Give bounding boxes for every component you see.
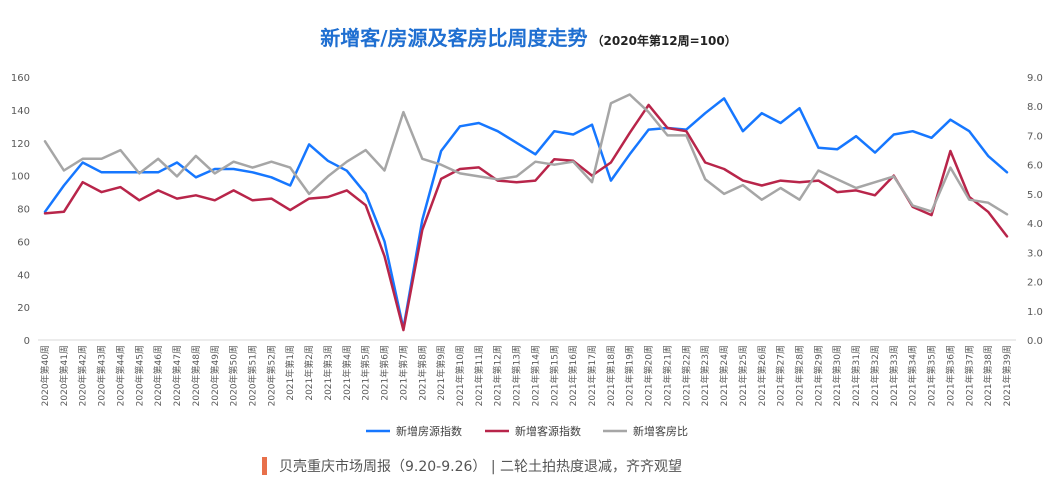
x-tick-label: 2020年第49周: [209, 345, 221, 406]
x-tick-label: 2021年第33周: [888, 345, 900, 406]
x-tick-label: 2021年第30周: [831, 345, 843, 406]
x-tick-label: 2020年第44周: [114, 345, 126, 406]
x-tick-label: 2021年第5周: [360, 345, 372, 401]
x-tick-label: 2021年第18周: [605, 345, 617, 406]
x-tick-label: 2021年第12周: [492, 345, 504, 406]
x-tick-label: 2021年第36周: [944, 345, 956, 406]
footer-text: 贝壳重庆市场周报（9.20-9.26） | 二轮土拍热度退减，齐齐观望: [279, 459, 683, 475]
main-title: 新增客/房源及客房比周度走势: [320, 26, 588, 50]
left-y-tick-label: 140: [11, 106, 30, 117]
right-y-tick-label: 7.0: [1027, 131, 1043, 142]
x-tick-label: 2021年第16周: [567, 345, 579, 406]
x-tick-label: 2020年第46周: [152, 345, 164, 406]
x-tick-label: 2021年第29周: [812, 345, 824, 406]
x-tick-label: 2021年第8周: [416, 345, 428, 401]
right-y-tick-label: 9.0: [1027, 73, 1043, 84]
series-lines: [43, 93, 1009, 332]
right-y-tick-label: 0.0: [1027, 336, 1043, 347]
x-tick-label: 2020年第40周: [39, 345, 51, 406]
left-y-tick-label: 40: [17, 270, 30, 281]
x-tick-label: 2020年第41周: [58, 345, 70, 406]
series-line-3: [43, 93, 1009, 216]
x-tick-label: 2021年第28周: [794, 345, 806, 406]
left-y-tick-label: 20: [17, 303, 30, 314]
x-tick-label: 2021年第17周: [586, 345, 598, 406]
x-tick-label: 2021年第6周: [379, 345, 391, 401]
left-y-tick-label: 60: [17, 237, 30, 248]
right-y-tick-label: 8.0: [1027, 102, 1043, 113]
x-tick-label: 2021年第38周: [982, 345, 994, 406]
right-y-tick-label: 4.0: [1027, 219, 1043, 230]
left-y-tick-label: 0: [24, 336, 30, 347]
x-tick-label: 2020年第52周: [265, 345, 277, 406]
footer-accent-bar: [262, 457, 267, 475]
footer: 贝壳重庆市场周报（9.20-9.26） | 二轮土拍热度退减，齐齐观望: [262, 454, 682, 478]
left-axis: 0 20 40 60 80 100 120 140 160: [11, 73, 30, 347]
x-tick-label: 2021年第7周: [397, 345, 409, 401]
right-y-tick-label: 5.0: [1027, 190, 1043, 201]
x-tick-label: 2021年第20周: [643, 345, 655, 406]
x-tick-label: 2021年第10周: [454, 345, 466, 406]
x-tick-label: 2021年第22周: [680, 345, 692, 406]
left-y-tick-label: 80: [17, 205, 30, 216]
left-y-tick-label: 100: [11, 172, 30, 183]
x-tick-label: 2020年第43周: [96, 345, 108, 406]
legend-label: 新增房源指数: [396, 424, 462, 438]
x-tick-label: 2021年第25周: [737, 345, 749, 406]
x-tick-label: 2021年第23周: [699, 345, 711, 406]
series-line-1: [43, 97, 1009, 330]
x-tick-label: 2021年第27周: [775, 345, 787, 406]
legend-label: 新增客房比: [633, 424, 688, 438]
x-tick-label: 2021年第35周: [926, 345, 938, 406]
right-y-tick-label: 3.0: [1027, 248, 1043, 259]
x-tick-label: 2021年第3周: [322, 345, 334, 401]
x-tick-label: 2020年第51周: [246, 345, 258, 406]
x-tick-label: 2021年第13周: [511, 345, 523, 406]
x-tick-label: 2021年第34周: [907, 345, 919, 406]
left-y-tick-label: 120: [11, 139, 30, 150]
x-axis: 2020年第40周 2020年第41周 2020年第42周 2020年第43周 2020…: [39, 345, 1013, 406]
x-tick-label: 2021年第39周: [1001, 345, 1013, 406]
x-tick-label: 2021年第9周: [435, 345, 447, 401]
x-tick-label: 2021年第1周: [284, 345, 296, 401]
x-tick-label: 2021年第2周: [303, 345, 315, 401]
x-tick-label: 2020年第48周: [190, 345, 202, 406]
x-tick-label: 2021年第19周: [624, 345, 636, 406]
x-tick-label: 2021年第14周: [529, 345, 541, 406]
left-y-tick-label: 160: [11, 73, 30, 84]
x-tick-label: 2020年第47周: [171, 345, 183, 406]
x-tick-label: 2021年第21周: [661, 345, 673, 406]
x-tick-label: 2020年第45周: [133, 345, 145, 406]
x-tick-label: 2021年第4周: [341, 345, 353, 401]
chart-title: 新增客/房源及客房比周度走势 （2020年第12周=100）: [0, 22, 1057, 51]
right-y-tick-label: 6.0: [1027, 161, 1043, 172]
series-line-2: [43, 103, 1009, 332]
right-y-tick-label: 2.0: [1027, 278, 1043, 289]
x-tick-label: 2020年第50周: [228, 345, 240, 406]
x-tick-label: 2021年第26周: [756, 345, 768, 406]
subtitle: （2020年第12周=100）: [591, 34, 737, 48]
x-tick-label: 2021年第37周: [963, 345, 975, 406]
x-tick-label: 2021年第24周: [718, 345, 730, 406]
right-y-tick-label: 1.0: [1027, 307, 1043, 318]
x-tick-label: 2021年第11周: [473, 345, 485, 406]
x-tick-label: 2021年第15周: [548, 345, 560, 406]
x-tick-label: 2021年第32周: [869, 345, 881, 406]
x-tick-label: 2020年第42周: [77, 345, 89, 406]
x-tick-label: 2021年第31周: [850, 345, 862, 406]
right-axis: 0.0 1.0 2.0 3.0 4.0 5.0 6.0 7.0 8.0 9.0: [1027, 73, 1043, 347]
legend: 新增房源指数 新增客源指数 新增客房比: [366, 424, 688, 438]
legend-label: 新增客源指数: [515, 424, 581, 438]
